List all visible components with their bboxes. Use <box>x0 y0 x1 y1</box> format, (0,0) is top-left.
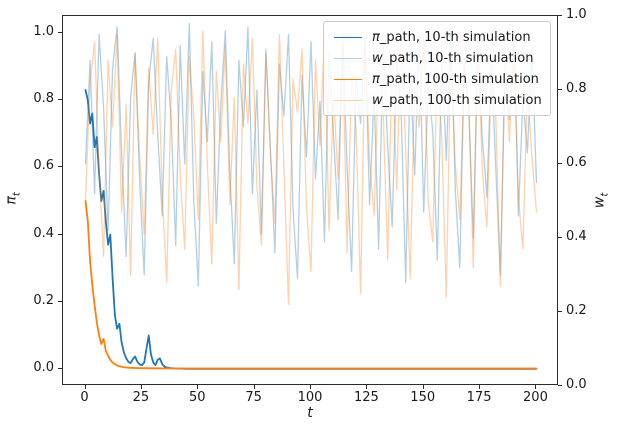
x-tick-mark <box>253 385 255 389</box>
right-y-tick-label: 0.6 <box>566 155 587 170</box>
x-tick-label: 75 <box>245 390 262 405</box>
x-tick-label: 150 <box>410 390 436 405</box>
x-tick-label: 200 <box>523 390 548 405</box>
x-tick-mark <box>479 385 481 389</box>
right-y-tick-label: 0.0 <box>566 377 587 392</box>
legend-line-sample-2 <box>334 79 362 80</box>
x-tick-label: 100 <box>297 390 323 405</box>
left-y-tick-label: 0.2 <box>33 292 54 308</box>
left-y-tick-label: 1.0 <box>33 23 54 39</box>
legend-label-2: π_path, 100-th simulation <box>372 72 539 87</box>
legend-entry-0: π_path, 10-th simulation <box>324 27 550 48</box>
left-y-tick-mark <box>58 31 62 33</box>
left-y-tick-mark <box>58 233 62 235</box>
x-tick-mark <box>197 385 199 389</box>
left-y-tick-label: 0.0 <box>33 360 54 376</box>
x-tick-mark <box>366 385 368 389</box>
right-axis-label: wt <box>592 178 611 222</box>
plot-canvas <box>84 22 538 370</box>
x-tick-label: 50 <box>188 390 206 405</box>
left-y-tick-mark <box>58 300 62 302</box>
legend-entry-2: π_path, 100-th simulation <box>324 69 550 90</box>
right-y-tick-label: 0.2 <box>566 303 587 318</box>
legend-line-sample-3 <box>334 100 362 101</box>
x-tick-label: 0 <box>80 390 89 405</box>
x-tick-label: 175 <box>466 390 492 405</box>
series-line-2 <box>84 200 538 370</box>
legend-entry-3: w_path, 100-th simulation <box>324 90 550 111</box>
left-y-tick-label: 0.6 <box>33 158 54 174</box>
right-y-tick-mark <box>558 163 562 164</box>
series-line-3 <box>84 26 538 306</box>
right-y-tick-mark <box>558 385 562 386</box>
legend-line-sample-0 <box>334 37 362 38</box>
x-tick-mark <box>140 385 142 389</box>
legend-label-0: π_path, 10-th simulation <box>372 30 531 45</box>
legend-label-3: w_path, 100-th simulation <box>372 93 542 108</box>
x-tick-label: 125 <box>353 390 379 405</box>
right-axis-label-sub: t <box>599 192 611 197</box>
x-tick-mark <box>422 385 424 389</box>
x-tick-label: 25 <box>132 390 150 405</box>
left-axis-label-var: π <box>3 196 20 205</box>
left-axis-label: πt <box>4 176 23 220</box>
right-y-tick-mark <box>558 15 562 16</box>
right-y-tick-label: 0.8 <box>566 81 587 96</box>
legend: π_path, 10-th simulation w_path, 10-th si… <box>323 21 551 116</box>
right-axis-label-var: w <box>591 196 608 209</box>
right-y-tick-label: 0.4 <box>566 229 587 244</box>
left-y-tick-mark <box>58 368 62 370</box>
legend-entry-1: w_path, 10-th simulation <box>324 48 550 69</box>
left-y-tick-mark <box>58 99 62 101</box>
x-tick-mark <box>310 385 311 389</box>
left-axis-label-sub: t <box>11 192 23 197</box>
x-axis-label: t <box>290 405 330 421</box>
legend-label-1: w_path, 10-th simulation <box>372 51 534 66</box>
x-tick-mark <box>84 385 86 389</box>
right-y-tick-mark <box>558 311 562 312</box>
right-y-tick-mark <box>558 89 562 90</box>
x-axis-label-text: t <box>307 405 313 421</box>
right-y-tick-label: 1.0 <box>566 7 587 22</box>
left-y-tick-label: 0.4 <box>33 225 54 241</box>
series-line-1 <box>84 22 538 287</box>
legend-line-sample-1 <box>334 58 362 59</box>
x-tick-mark <box>535 385 537 389</box>
left-y-tick-label: 0.8 <box>33 91 54 107</box>
right-y-tick-mark <box>558 237 562 238</box>
left-y-tick-mark <box>58 166 62 168</box>
